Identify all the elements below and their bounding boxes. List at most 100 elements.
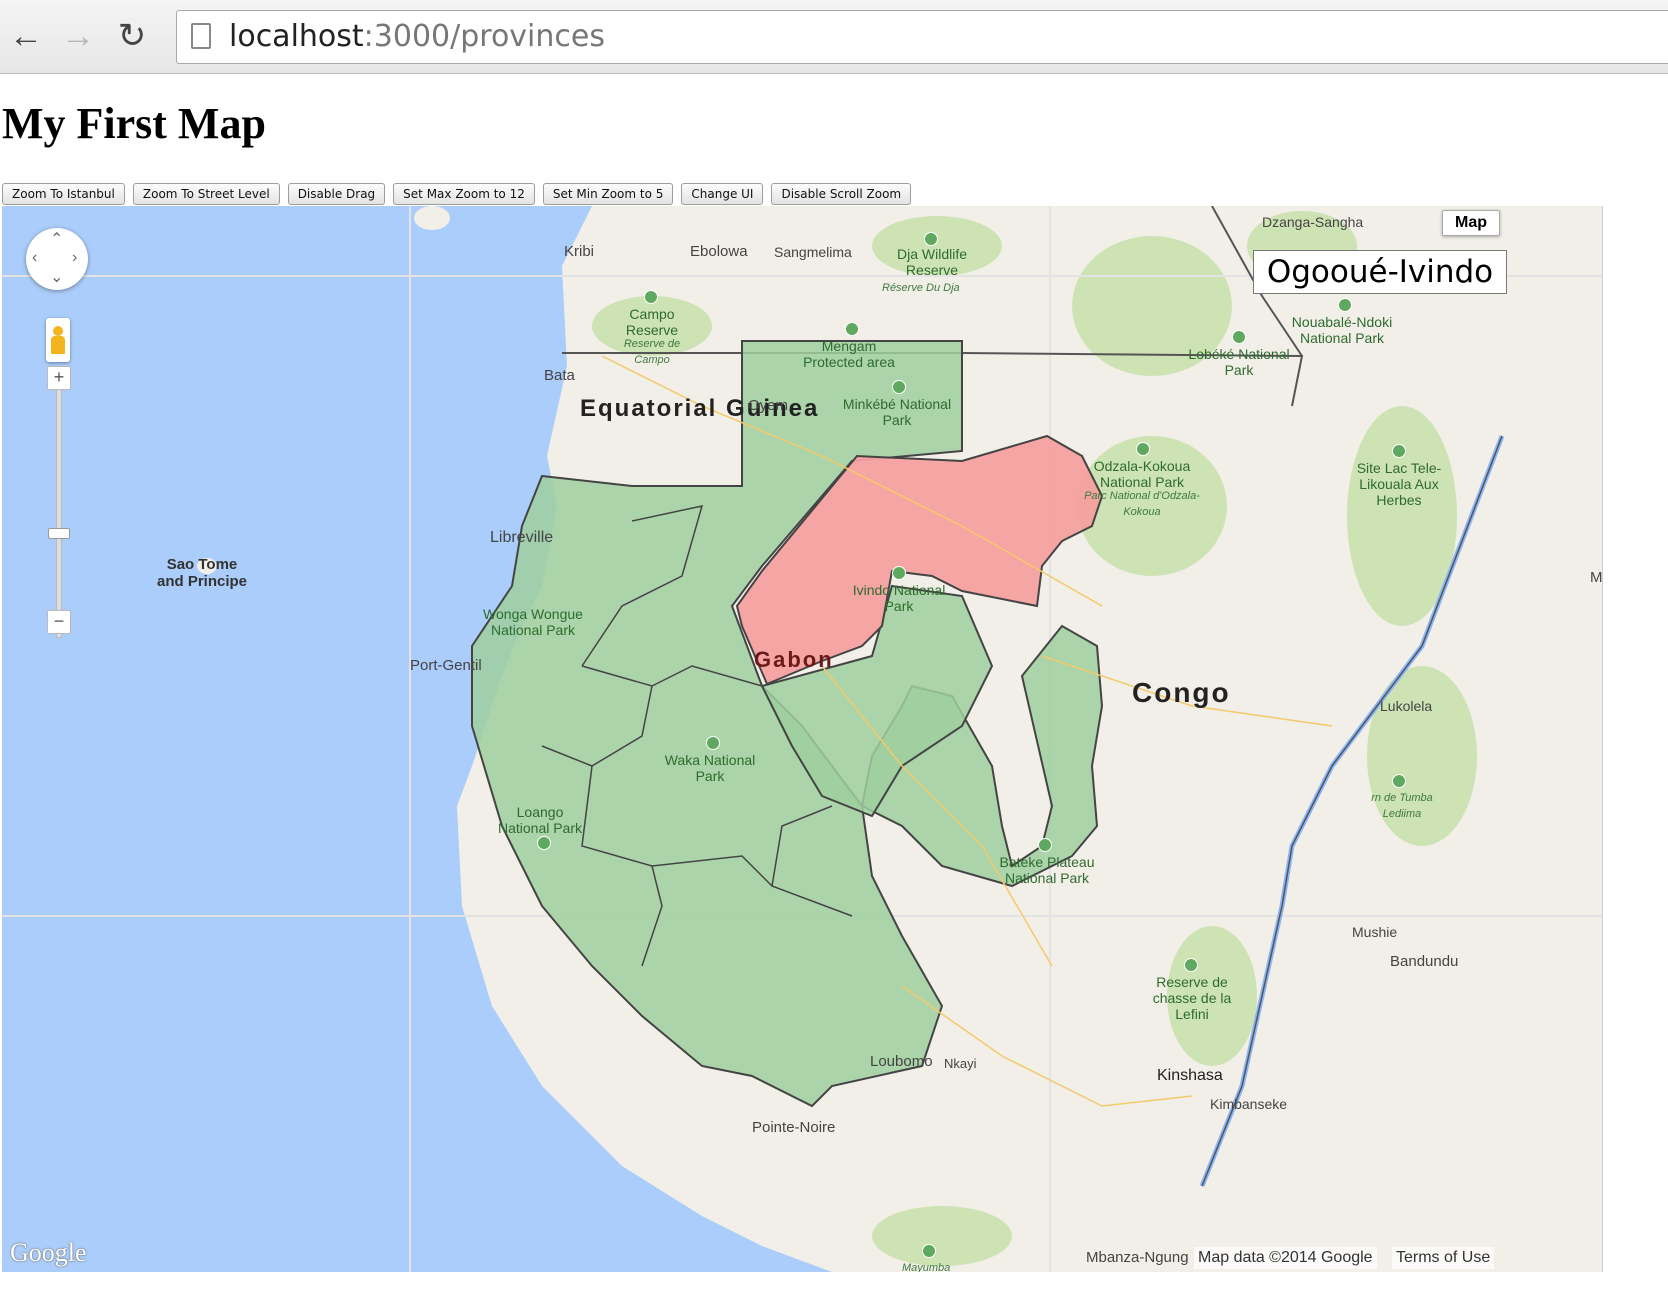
label-lukolela: Lukolela — [1380, 698, 1433, 714]
park-marker-icon — [1136, 442, 1150, 456]
label-campo-sub: Reserve de Campo — [623, 338, 681, 366]
label-dja-reserve: Dja Wildlife Reserve — [896, 246, 967, 278]
zoom-to-street-level-button[interactable]: Zoom To Street Level — [132, 183, 280, 205]
label-wonga-wongue: Wonga Wongue National Park — [483, 606, 583, 638]
park-marker-icon — [924, 232, 938, 246]
label-lac-tele: Site Lac Tele-Likouala Aux Herbes — [1356, 460, 1442, 508]
label-odzala-sub: Parc National d'Odzala-Kokoua — [1084, 490, 1200, 518]
zoom-out-button[interactable]: − — [47, 610, 71, 634]
label-campo-reserve: Campo Reserve — [625, 306, 679, 338]
change-ui-button[interactable]: Change UI — [681, 183, 764, 205]
label-congo: Congo — [1132, 677, 1231, 708]
map-type-button[interactable]: Map — [1442, 210, 1500, 236]
province-hover-info: Ogooué-Ivindo — [1253, 250, 1507, 294]
disable-drag-button[interactable]: Disable Drag — [287, 183, 386, 205]
park-marker-icon — [1392, 774, 1406, 788]
set-min-zoom-button[interactable]: Set Min Zoom to 5 — [542, 183, 674, 205]
park-marker-icon — [845, 322, 859, 336]
google-logo[interactable]: Google — [10, 1238, 87, 1267]
reserve-lac-tele — [1347, 406, 1457, 626]
label-sao-tome: Sao Tome and Principe — [156, 556, 248, 590]
island-bioko — [414, 206, 450, 230]
park-marker-icon — [892, 566, 906, 580]
label-odzala: Odzala-Kokoua National Park — [1093, 458, 1191, 490]
border-drc — [1201, 435, 1503, 1187]
set-max-zoom-button[interactable]: Set Max Zoom to 12 — [393, 183, 535, 205]
label-kimbanseke: Kimbanseke — [1210, 1096, 1288, 1112]
pan-left-icon[interactable]: ‹ — [32, 249, 38, 266]
reserve-campo — [592, 296, 712, 356]
zoom-to-istanbul-button[interactable]: Zoom To Istanbul — [2, 183, 125, 205]
pan-up-icon[interactable]: ⌃ — [50, 231, 64, 248]
label-kinshasa: Kinshasa — [1157, 1067, 1223, 1084]
province-gabon-west[interactable] — [471, 340, 963, 1108]
zoom-slider-track[interactable] — [56, 388, 62, 638]
label-lobeke: Lobéké National Park — [1188, 346, 1290, 378]
label-ivindo: Ivindo National Park — [852, 582, 946, 614]
label-bateke: Bateke Plateau National Park — [999, 854, 1095, 886]
park-marker-icon — [1038, 838, 1052, 852]
province-ogooue-ivindo-highlighted[interactable] — [735, 434, 1104, 686]
map-attribution: Map data ©2014 Google — [1194, 1247, 1377, 1269]
label-equatorial-guinea: Equatorial Guinea — [580, 395, 820, 422]
label-kribi: Kribi — [564, 243, 595, 260]
reload-icon[interactable]: ↻ — [117, 17, 147, 55]
browser-toolbar: ← → ↻ localhost:3000/provinces — [0, 0, 1668, 74]
reserve-odzala — [1077, 436, 1227, 576]
label-bata: Bata — [544, 367, 575, 384]
map-canvas[interactable]: Equatorial Guinea Gabon Congo Sao Tome a… — [2, 206, 1603, 1272]
pan-right-icon[interactable]: › — [72, 249, 78, 266]
label-port-gentil: Port-Gentil — [410, 657, 482, 674]
park-marker-icon — [922, 1244, 936, 1258]
label-lefini: Reserve de chasse de la Lefini — [1152, 974, 1232, 1022]
label-dzanga-sangha: Dzanga-Sangha — [1262, 214, 1364, 230]
label-pointe-noire: Pointe-Noire — [752, 1119, 836, 1136]
disable-scroll-zoom-button[interactable]: Disable Scroll Zoom — [771, 183, 912, 205]
address-bar[interactable]: localhost:3000/provinces — [176, 10, 1668, 64]
map-base-layer — [2, 206, 1602, 1272]
park-marker-icon — [1338, 298, 1352, 312]
label-sangmelima: Sangmelima — [774, 244, 852, 260]
label-tumba: rn de Tumba Lediima — [1371, 792, 1433, 820]
label-nkayi: Nkayi — [944, 1056, 977, 1071]
street-view-pegman-icon[interactable] — [46, 318, 70, 362]
park-marker-icon — [706, 736, 720, 750]
page-icon — [191, 23, 211, 49]
label-loubomo: Loubomo — [870, 1053, 933, 1070]
zoom-slider-thumb[interactable] — [48, 528, 70, 539]
label-mushie: Mushie — [1352, 924, 1398, 940]
pan-down-icon[interactable]: ⌄ — [50, 269, 64, 286]
terms-of-use-link[interactable]: Terms of Use — [1392, 1247, 1495, 1269]
reserve-dja — [872, 216, 1002, 276]
label-waka: Waka National Park — [664, 752, 756, 784]
map-controls-toolbar: Zoom To Istanbul Zoom To Street Level Di… — [2, 183, 912, 205]
label-bandundu: Bandundu — [1390, 953, 1459, 970]
roads — [601, 355, 1333, 1107]
park-marker-icon — [537, 836, 551, 850]
ocean — [2, 206, 832, 1272]
reserve-tumba — [1367, 666, 1477, 846]
reserve-south — [872, 1206, 1012, 1266]
label-mbanza-ngung: Mbanza-Ngung — [1086, 1249, 1189, 1266]
park-marker-icon — [892, 380, 906, 394]
zoom-in-button[interactable]: + — [47, 366, 71, 390]
back-arrow-icon[interactable]: ← — [9, 16, 43, 55]
label-minkebe: Minkébé National Park — [842, 396, 952, 428]
label-dja-sub: Réserve Du Dja — [882, 282, 960, 294]
pan-control[interactable]: ⌃ ⌄ ‹ › — [26, 228, 88, 290]
label-libreville: Libreville — [490, 529, 554, 546]
island-sao-tome — [197, 558, 217, 574]
label-ebolowa: Ebolowa — [690, 243, 748, 260]
label-m-edge: M — [1590, 569, 1603, 586]
label-mayumba: Mayumba — [902, 1262, 951, 1272]
label-nouabale: Nouabalé-Ndoki National Park — [1291, 314, 1393, 346]
park-marker-icon — [1392, 444, 1406, 458]
label-mengam: Mengam Protected area — [803, 338, 895, 370]
reserve-nouabale — [1072, 236, 1232, 376]
url-text[interactable]: localhost:3000/provinces — [229, 19, 605, 54]
park-marker-icon — [644, 290, 658, 304]
forward-arrow-icon[interactable]: → — [61, 16, 95, 55]
label-oyem: Oyem — [748, 397, 789, 414]
park-marker-icon — [1184, 958, 1198, 972]
province-lines — [541, 505, 853, 967]
